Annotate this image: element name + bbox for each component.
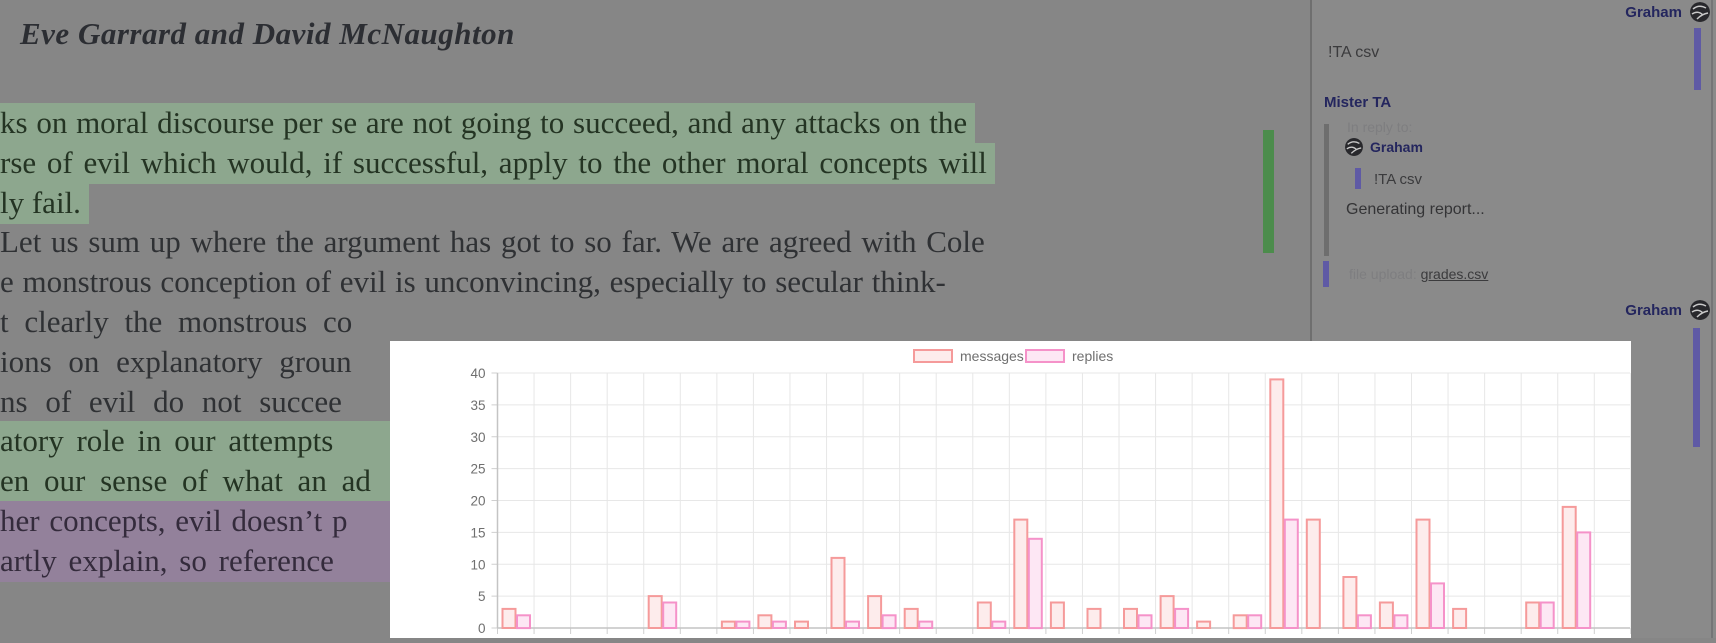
quoted-message-accent-bar	[1355, 168, 1361, 189]
scrollbar[interactable]	[1711, 0, 1713, 638]
annotation-margin-bar	[1263, 130, 1274, 253]
document-body: ks on moral discourse per se are not goi…	[0, 103, 1310, 582]
document-text-line: Let us sum up where the argument has got…	[0, 224, 985, 260]
bot-name: Mister TA	[1324, 94, 1392, 111]
author-name: Graham	[1625, 301, 1682, 319]
svg-text:20: 20	[470, 494, 485, 509]
document-page: Eve Garrard and David McNaughton ks on m…	[0, 16, 1310, 582]
reply-author-name: Graham	[1370, 139, 1423, 155]
message-author-row: Graham	[1625, 300, 1710, 320]
svg-text:0: 0	[478, 621, 486, 636]
document-text-line: e monstrous conception of evil is unconv…	[0, 264, 946, 300]
document-text-line: rse of evil which would, if successful, …	[0, 142, 1310, 184]
file-upload-accent-bar	[1323, 261, 1329, 287]
document-text-line: artly explain, so reference	[0, 540, 1310, 582]
reply-author-row: Graham	[1345, 138, 1423, 156]
chart-panel: messages replies 0 5 10 15 20 25 30 35 40	[390, 341, 1632, 638]
quoted-message-text: !TA csv	[1374, 171, 1423, 188]
document-text-line: ns of evil do not succee	[0, 383, 342, 419]
file-upload-row: file upload: grades.csv	[1349, 266, 1488, 282]
user-avatar-icon	[1690, 300, 1710, 320]
svg-text:25: 25	[470, 462, 485, 477]
message-author-row: Graham	[1625, 2, 1710, 22]
document-text-line: t clearly the monstrous co	[0, 303, 353, 339]
author-name: Graham	[1625, 3, 1682, 21]
document-title: Eve Garrard and David McNaughton	[20, 16, 515, 51]
bot-message-text: Generating report...	[1346, 201, 1485, 218]
bar-chart: 0 5 10 15 20 25 30 35 40	[390, 341, 1632, 638]
reply-quote-bar	[1324, 124, 1329, 256]
message-accent-bar	[1693, 328, 1700, 447]
file-upload-link[interactable]: grades.csv	[1420, 266, 1489, 282]
user-avatar-icon	[1345, 138, 1363, 156]
document-text-line: en our sense of what an ad	[0, 461, 1310, 503]
legend-label: messages	[960, 348, 1024, 364]
legend-item-messages[interactable]: messages	[913, 348, 1024, 364]
document-text-line: her concepts, evil doesn’t p	[0, 500, 1310, 542]
svg-text:30: 30	[470, 430, 485, 445]
messages-swatch-icon	[913, 349, 953, 363]
svg-text:15: 15	[470, 525, 485, 540]
svg-text:10: 10	[470, 557, 485, 572]
chart-legend: messages replies	[390, 348, 1631, 366]
message-accent-bar	[1694, 28, 1701, 90]
document-text-line: ly fail.	[0, 182, 1310, 224]
file-upload-label: file upload:	[1349, 266, 1417, 282]
document-text-line: ions on explanatory groun	[0, 343, 352, 379]
user-message-text: !TA csv	[1328, 44, 1380, 61]
legend-item-replies[interactable]: replies	[1025, 348, 1113, 364]
document-text-line: atory role in our attempts	[0, 421, 1310, 463]
user-avatar-icon	[1690, 2, 1710, 22]
reply-context-label: In reply to:	[1347, 119, 1413, 135]
legend-label: replies	[1072, 348, 1114, 364]
svg-text:35: 35	[470, 398, 485, 413]
svg-text:5: 5	[478, 589, 486, 604]
document-text-line: ks on moral discourse per se are not goi…	[0, 103, 1310, 144]
replies-swatch-icon	[1025, 349, 1065, 363]
svg-text:40: 40	[470, 366, 485, 381]
